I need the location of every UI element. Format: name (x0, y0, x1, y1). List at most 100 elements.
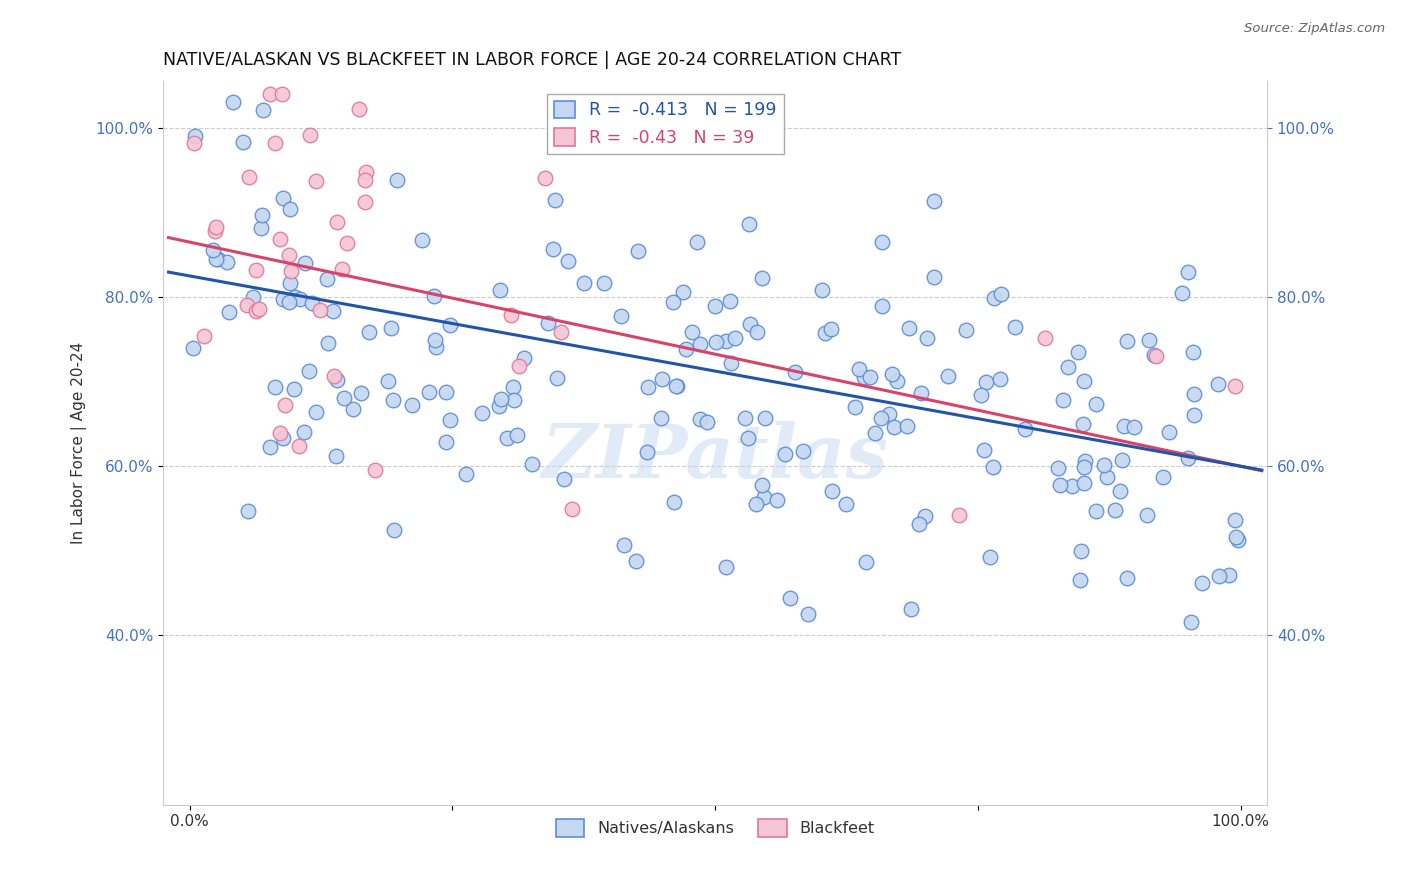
Point (1033, 331, 1056, 345)
Point (754, 490, 776, 504)
Point (814, 326, 837, 340)
Point (988, 372, 1011, 386)
Point (207, 252, 229, 266)
Point (1143, 348, 1166, 362)
Point (738, 317, 761, 331)
Point (1180, 615, 1202, 629)
Y-axis label: In Labor Force | Age 20-24: In Labor Force | Age 20-24 (72, 342, 87, 544)
Point (512, 351, 534, 366)
Point (326, 215, 349, 229)
Point (553, 472, 575, 486)
Point (1208, 569, 1230, 583)
Point (284, 289, 307, 303)
Point (883, 420, 905, 434)
Point (714, 559, 737, 574)
Point (651, 372, 673, 386)
Point (288, 292, 311, 306)
Point (783, 365, 806, 379)
Point (1159, 425, 1181, 439)
Point (333, 391, 356, 405)
Point (797, 607, 820, 621)
Point (650, 410, 672, 425)
Point (613, 538, 636, 552)
Point (865, 425, 887, 440)
Point (238, 169, 260, 184)
Point (342, 401, 364, 416)
Point (231, 135, 253, 149)
Point (550, 325, 572, 339)
Point (1085, 397, 1108, 411)
Point (318, 335, 340, 350)
Point (718, 293, 741, 308)
Point (877, 408, 900, 422)
Point (183, 341, 205, 355)
Point (724, 331, 747, 345)
Point (1092, 458, 1115, 473)
Point (205, 220, 228, 235)
Point (898, 321, 921, 335)
Point (401, 398, 423, 412)
Point (1146, 350, 1168, 364)
Point (183, 136, 205, 151)
Point (896, 419, 918, 434)
Point (294, 256, 316, 270)
Point (686, 235, 709, 249)
Point (506, 428, 529, 442)
Point (425, 340, 447, 354)
Point (456, 467, 478, 481)
Point (252, 103, 274, 117)
Point (1111, 453, 1133, 467)
Point (488, 283, 510, 297)
Point (544, 194, 567, 208)
Point (869, 410, 891, 425)
Point (218, 305, 240, 319)
Point (1069, 574, 1091, 588)
Point (534, 170, 557, 185)
Point (508, 359, 530, 373)
Point (672, 285, 695, 300)
Point (737, 431, 759, 445)
Point (1225, 530, 1247, 544)
Point (1227, 533, 1250, 547)
Point (1181, 345, 1204, 359)
Point (377, 374, 399, 388)
Point (970, 388, 993, 402)
Point (242, 290, 264, 304)
Point (271, 292, 294, 306)
Point (1170, 285, 1192, 300)
Point (271, 431, 294, 445)
Point (810, 283, 832, 297)
Point (1116, 571, 1139, 585)
Point (439, 318, 461, 332)
Point (357, 325, 380, 339)
Point (1097, 469, 1119, 483)
Point (675, 342, 697, 356)
Point (1182, 386, 1205, 401)
Point (627, 244, 650, 259)
Point (1182, 408, 1205, 422)
Point (503, 392, 526, 407)
Point (1177, 265, 1199, 279)
Point (1223, 379, 1246, 393)
Point (349, 386, 371, 401)
Text: Source: ZipAtlas.com: Source: ZipAtlas.com (1244, 22, 1385, 36)
Point (976, 375, 998, 389)
Point (859, 369, 882, 384)
Point (720, 356, 742, 370)
Point (245, 262, 267, 277)
Point (886, 374, 908, 388)
Point (853, 369, 876, 384)
Point (990, 287, 1012, 301)
Point (520, 458, 543, 472)
Point (696, 415, 718, 429)
Point (315, 272, 337, 286)
Point (636, 445, 658, 459)
Point (502, 379, 524, 393)
Point (821, 484, 844, 499)
Point (779, 591, 801, 606)
Point (322, 303, 344, 318)
Point (299, 128, 322, 143)
Point (703, 299, 725, 313)
Point (269, 231, 291, 245)
Point (1191, 576, 1213, 591)
